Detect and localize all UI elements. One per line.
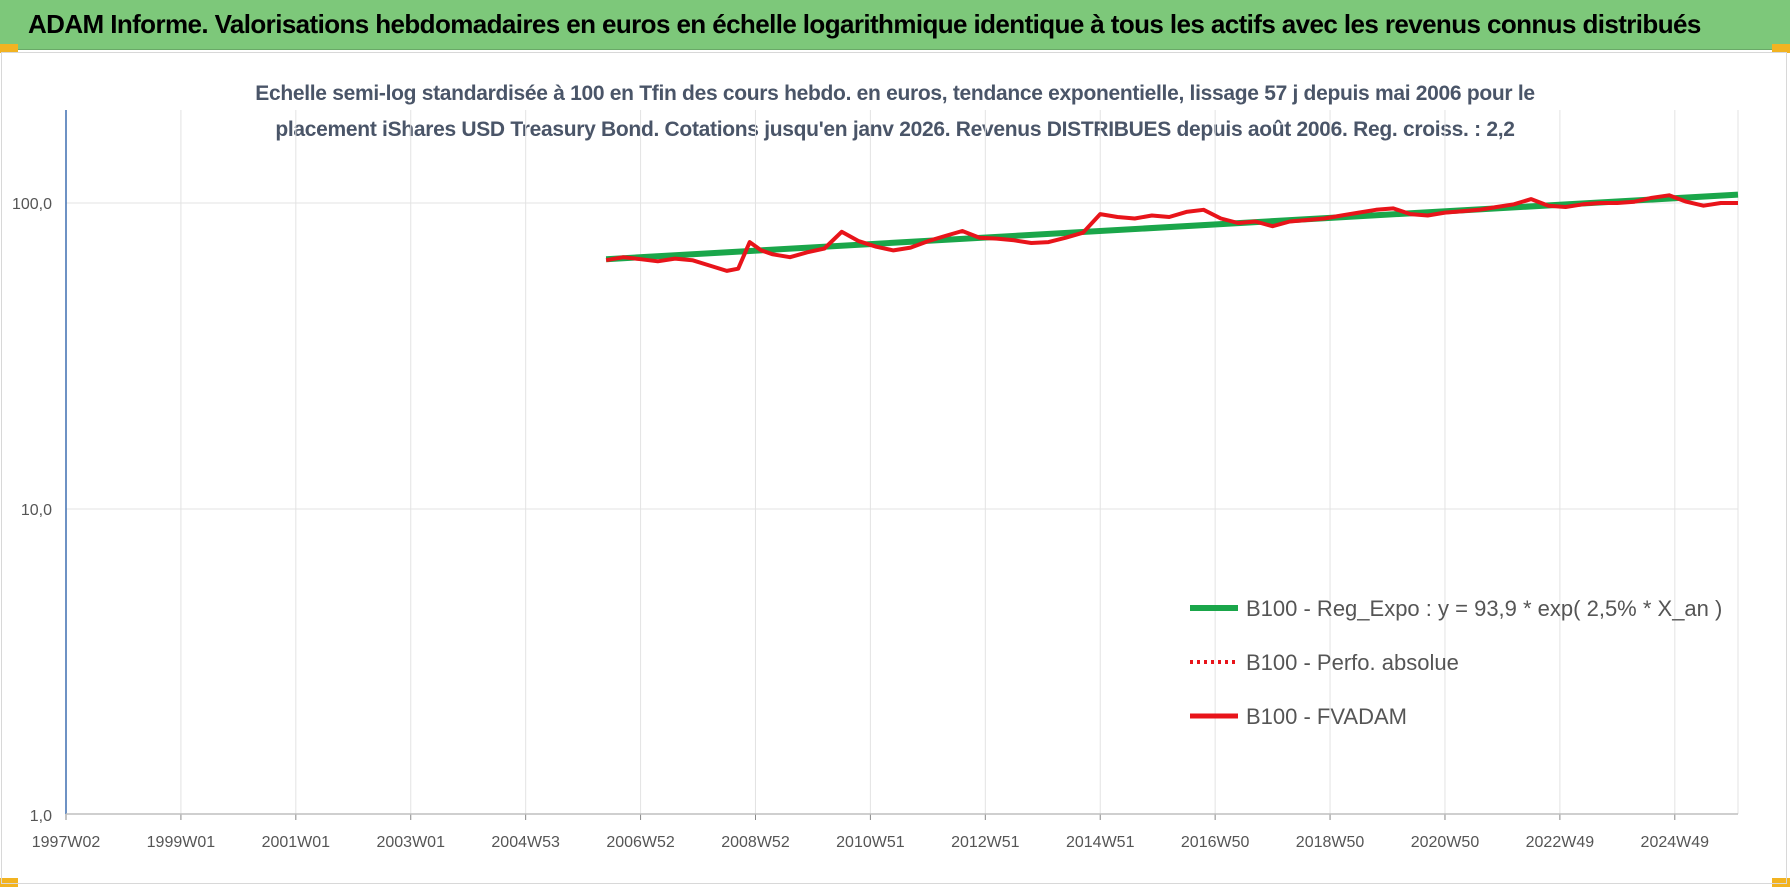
x-tick-label: 2022W49: [1526, 834, 1595, 851]
corner-marker-bottom-left: [0, 878, 18, 887]
x-tick-label: 2014W51: [1066, 834, 1135, 851]
chart-axes: 1,0 10,0 100,0 1997W02 1999W01 2001W01 2003W01…: [12, 110, 1738, 851]
chart-frame: [1, 52, 1787, 884]
x-tick-label: 2006W52: [606, 834, 675, 851]
x-tick-label: 2010W51: [836, 834, 905, 851]
legend-label: B100 - Reg_Expo : y = 93,9 * exp( 2,5% *…: [1246, 596, 1722, 621]
x-tick-label: 2016W50: [1181, 834, 1250, 851]
series-line-solid-red: [605, 193, 1738, 273]
x-tick-label: 2004W53: [491, 834, 560, 851]
y-tick-label: 100,0: [12, 196, 52, 213]
x-tick-label: 2018W50: [1296, 834, 1365, 851]
legend-label: B100 - FVADAM: [1246, 704, 1407, 729]
x-tick-label: 2003W01: [376, 834, 445, 851]
corner-marker-bottom-right: [1772, 878, 1790, 887]
chart-title-line-1: Echelle semi-log standardisée à 100 en T…: [255, 82, 1535, 105]
x-tick-label: 1997W02: [32, 834, 101, 851]
chart-grid: [65, 110, 1739, 814]
x-tick-label: 2020W50: [1411, 834, 1480, 851]
chart-title: Echelle semi-log standardisée à 100 en T…: [0, 76, 1790, 148]
corner-marker-top-left: [0, 44, 18, 53]
x-tick-label: 2001W01: [262, 834, 331, 851]
x-tick-label: 2008W52: [721, 834, 790, 851]
y-tick-label: 1,0: [30, 808, 52, 825]
x-tick-label: 2024W49: [1641, 834, 1710, 851]
x-tick-label: 1999W01: [147, 834, 216, 851]
header-banner: ADAM Informe. Valorisations hebdomadaire…: [0, 0, 1790, 50]
chart-series: [605, 191, 1739, 273]
series-line-solid-green: [605, 191, 1739, 263]
legend-label: B100 - Perfo. absolue: [1246, 650, 1459, 675]
x-tick-label: 2012W51: [951, 834, 1020, 851]
y-tick-label: 10,0: [21, 502, 52, 519]
chart-legend: B100 - Reg_Expo : y = 93,9 * exp( 2,5% *…: [1190, 596, 1722, 729]
corner-marker-top-right: [1772, 44, 1790, 53]
chart-title-line-2: placement iShares USD Treasury Bond. Cot…: [275, 118, 1515, 141]
report-title: ADAM Informe. Valorisations hebdomadaire…: [28, 9, 1701, 39]
